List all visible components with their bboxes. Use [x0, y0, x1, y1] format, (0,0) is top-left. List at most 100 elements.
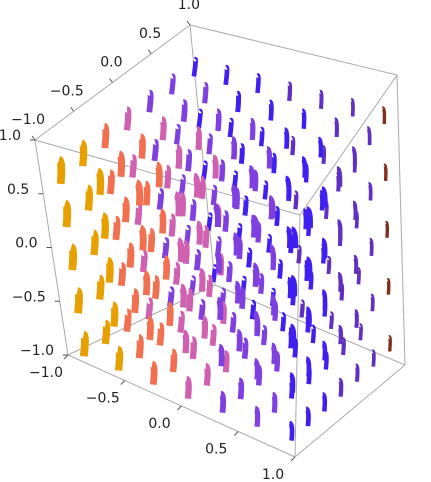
- vector-arrow: [368, 237, 374, 257]
- vector-arrow: [106, 169, 115, 195]
- x-tick-label: 0.0: [148, 416, 170, 432]
- vector-arrow: [382, 163, 388, 182]
- vector-arrow: [180, 99, 188, 123]
- vector-arrow: [258, 273, 265, 295]
- vector-arrow: [321, 186, 328, 208]
- tick-mark: [31, 135, 36, 141]
- vector-arrow: [283, 127, 290, 149]
- vector-arrow: [169, 348, 178, 373]
- vector-arrow: [366, 126, 372, 146]
- vector-arrow: [249, 117, 256, 141]
- vector-arrow: [123, 106, 132, 131]
- vector-arrow: [112, 215, 121, 241]
- vector-arrow: [253, 357, 261, 380]
- vector-arrow: [114, 345, 124, 371]
- vector-arrow: [235, 90, 242, 113]
- vector-arrow: [182, 240, 190, 265]
- vector-arrow: [268, 99, 274, 121]
- vector-arrow: [154, 161, 163, 188]
- vector-arrow: [222, 210, 229, 233]
- vector-arrow: [293, 190, 299, 210]
- vector-arrow: [381, 106, 387, 125]
- vector-arrow: [217, 343, 225, 367]
- vector-arrow: [202, 82, 209, 104]
- vector-arrow: [269, 293, 277, 316]
- vector-arrow: [237, 377, 245, 400]
- vector-arrow: [299, 299, 305, 318]
- vector-arrow: [174, 143, 183, 169]
- vector-arrow: [189, 199, 197, 222]
- vector-arrow: [303, 260, 310, 282]
- vector-arrow: [192, 172, 201, 198]
- vector-arrow: [218, 159, 226, 182]
- vector-arrow: [189, 336, 197, 360]
- z-tick-label: −0.5: [12, 289, 46, 305]
- vector-arrow: [241, 337, 249, 360]
- vector-arrow: [252, 310, 260, 333]
- tick-mark: [109, 78, 113, 83]
- tick-mark: [233, 431, 239, 436]
- y-tick-label: −1.0: [11, 112, 45, 128]
- vector-arrow: [178, 191, 186, 217]
- vector-arrow: [358, 323, 363, 341]
- vector-arrow: [302, 208, 309, 230]
- z-tick-label: 1.0: [0, 128, 21, 144]
- vector-arrow: [328, 311, 334, 330]
- vector-arrow: [268, 195, 276, 218]
- vector-arrow: [62, 199, 72, 228]
- vector-arrow: [305, 256, 313, 278]
- vector-arrow: [129, 154, 137, 178]
- vector-arrow: [251, 214, 260, 238]
- vector-arrow: [214, 249, 223, 274]
- vector-arrow: [134, 201, 143, 226]
- vector-arrow: [121, 196, 130, 223]
- vector-arrow: [156, 322, 165, 346]
- vector-arrow: [238, 287, 246, 310]
- vector-arrow: [255, 73, 261, 94]
- vector-arrow: [230, 183, 238, 208]
- y-tick-label: −0.5: [50, 83, 84, 99]
- vector-arrow: [230, 136, 238, 160]
- y-tick-label: 0.0: [100, 55, 122, 71]
- vector-arrow: [193, 249, 201, 271]
- vector-arrow: [317, 136, 324, 158]
- vector-arrow: [206, 274, 213, 298]
- vector-arrow: [266, 234, 272, 253]
- vector-arrow: [288, 420, 295, 441]
- box-edge: [396, 74, 406, 366]
- vector-arrow: [203, 362, 211, 386]
- vector-arrow: [162, 255, 170, 280]
- vector-arrow: [184, 375, 192, 400]
- vector-arrow: [321, 145, 327, 165]
- vector-arrow: [138, 133, 146, 159]
- vector-arrow: [367, 182, 373, 201]
- vector-arrow: [138, 224, 147, 251]
- vector-arrow: [186, 288, 194, 312]
- vector-arrow: [301, 156, 308, 178]
- vector-arrow: [280, 312, 286, 332]
- vector-arrow: [253, 405, 261, 427]
- vector-arrow: [212, 202, 221, 228]
- vector-arrow: [116, 150, 126, 178]
- vector-arrow: [290, 274, 298, 297]
- vector-arrow: [159, 116, 167, 141]
- vector-arrow: [305, 206, 313, 228]
- vector-arrow: [349, 98, 355, 117]
- vector-arrow: [202, 225, 210, 249]
- vector-arrow: [305, 406, 311, 427]
- vector-arrow: [287, 327, 294, 349]
- vector-arrow: [96, 274, 105, 300]
- vector-arrow: [289, 372, 296, 393]
- vector-arrow: [215, 108, 222, 132]
- vector-arrow: [195, 220, 203, 245]
- z-tick-label: 0.5: [7, 182, 29, 198]
- vector-arrow: [211, 154, 219, 179]
- vector-arrow: [284, 175, 292, 199]
- vector-arrow: [216, 296, 224, 321]
- vector-arrow: [173, 123, 181, 145]
- vector-arrow: [352, 200, 358, 221]
- vector-arrow: [287, 81, 293, 102]
- vector-arrow: [305, 306, 312, 328]
- vector-arrow: [123, 308, 132, 333]
- vector-arrow: [84, 184, 93, 211]
